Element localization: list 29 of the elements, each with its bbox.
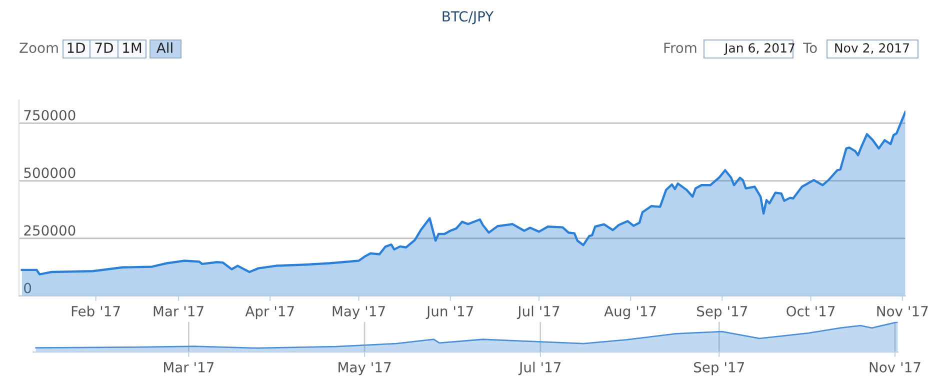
text: 1M [123,42,142,53]
x-tick-label: May '17 [338,362,391,376]
text: All [156,42,172,53]
x-tick-label: Feb '17 [72,306,120,316]
x-tick-label: Aug '17 [604,306,656,320]
text: Jan 6, 2017 [724,43,794,55]
text: 1D [68,42,85,53]
x-tick-label: Jul '17 [518,362,561,376]
text: To [802,42,817,54]
x-tick-label: May '17 [332,306,385,320]
x-tick-label: Sep '17 [697,306,748,320]
text: 7D [95,42,113,53]
y-tick-label: 0 [24,282,32,294]
x-tick-label: Jul '17 [516,306,560,320]
text: Nov 2, 2017 [835,43,909,54]
x-tick-label: Nov '17 [877,306,928,316]
x-tick-label: Sep '17 [694,362,744,376]
y-tick-label: 500000 [24,168,76,178]
x-tick-label: Mar '17 [154,306,204,316]
y-tick-label: 750000 [24,110,76,120]
x-tick-label: Nov '17 [870,362,920,372]
chart-title: BTC/JPY [442,11,494,24]
y-tick-label: 250000 [24,225,76,236]
x-tick-label: Mar '17 [164,362,214,372]
x-tick-label: Jun '17 [426,306,473,320]
x-tick-label: Apr '17 [245,306,294,320]
x-tick-label: Oct '17 [786,306,835,316]
text: From [664,42,696,54]
text: Zoom [20,42,58,54]
